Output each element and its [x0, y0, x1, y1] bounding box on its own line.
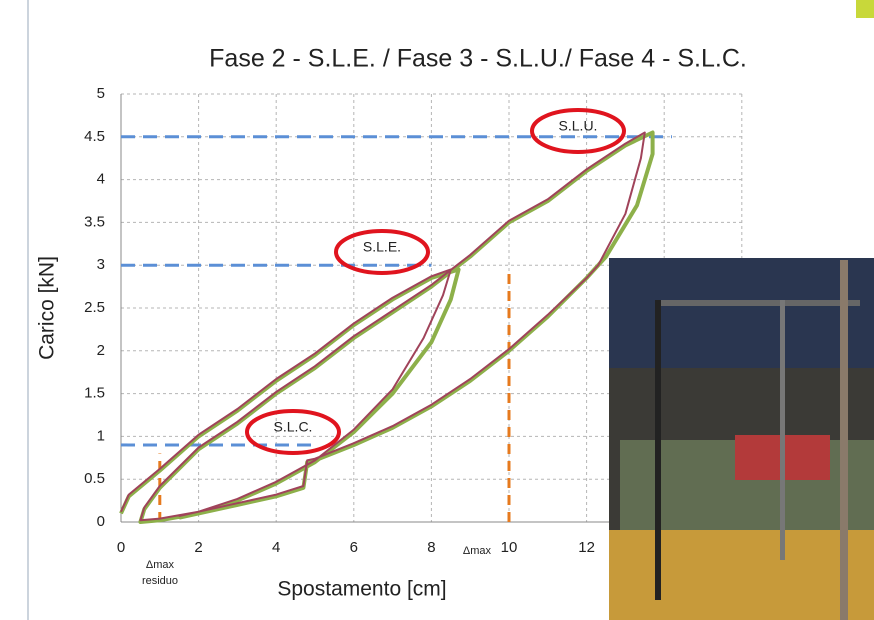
y-tick-label: 1: [97, 427, 105, 444]
x-tick-label: 12: [578, 539, 595, 556]
photo-wall: [609, 258, 874, 368]
chart-title: Fase 2 - S.L.E. / Fase 3 - S.L.U./ Fase …: [209, 45, 747, 73]
delta-label: Δmax: [463, 545, 492, 557]
photo-frame: [655, 300, 661, 600]
y-tick-label: 0: [97, 513, 105, 530]
photo: [609, 258, 874, 620]
x-tick-label: 10: [501, 539, 518, 556]
y-axis-label: Carico [kN]: [36, 256, 59, 360]
page: Fase 2 - S.L.E. / Fase 3 - S.L.U./ Fase …: [0, 0, 874, 620]
corner-icon: [856, 0, 874, 18]
x-tick-label: 6: [350, 539, 358, 556]
y-tick-label: 3: [97, 256, 105, 273]
x-tick-label: 4: [272, 539, 280, 556]
x-tick-label: 2: [194, 539, 202, 556]
delta-label: residuo: [142, 575, 178, 587]
y-tick-label: 4: [97, 171, 105, 188]
photo-rod: [780, 300, 785, 560]
delta-label: Δmax: [146, 559, 175, 571]
callout-label: S.L.E.: [363, 239, 401, 255]
y-tick-label: 2: [97, 342, 105, 359]
y-tick-label: 0.5: [84, 470, 105, 487]
photo-floor: [609, 530, 874, 620]
x-axis-label: Spostamento [cm]: [277, 578, 446, 601]
x-tick-label: 0: [117, 539, 125, 556]
y-tick-label: 4.5: [84, 128, 105, 145]
y-tick-label: 5: [97, 85, 105, 102]
y-tick-label: 2.5: [84, 299, 105, 316]
chart: Fase 2 - S.L.E. / Fase 3 - S.L.U./ Fase …: [0, 0, 874, 620]
y-tick-label: 3.5: [84, 213, 105, 230]
x-tick-label: 8: [427, 539, 435, 556]
photo-beam: [660, 300, 860, 306]
y-tick-label: 1.5: [84, 385, 105, 402]
callout-label: S.L.C.: [274, 419, 313, 435]
callout-label: S.L.U.: [559, 118, 598, 134]
photo-post: [840, 260, 848, 620]
